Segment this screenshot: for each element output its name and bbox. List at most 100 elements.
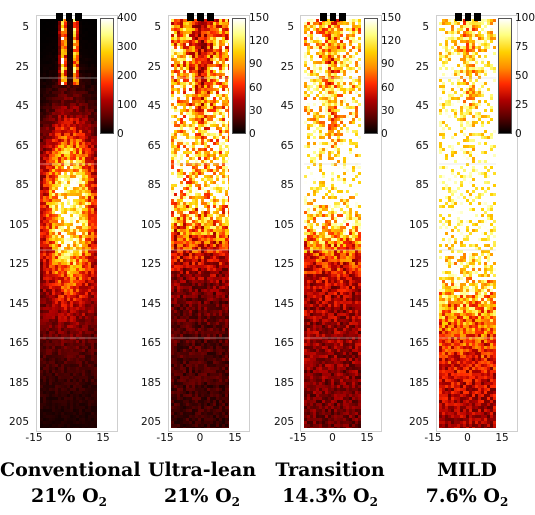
caption-o2: 14.3% O2: [282, 485, 378, 509]
colorbar-tick-label: 300: [117, 41, 138, 53]
nozzle-icon: [319, 13, 327, 21]
colorbar-tick-label: 90: [381, 58, 395, 71]
colorbar-tick-label: 120: [381, 35, 402, 48]
colorbar: [498, 18, 512, 134]
y-tick-label: 5: [422, 21, 429, 33]
y-tick-label: 165: [273, 337, 294, 349]
y-tick-label: 5: [22, 21, 29, 33]
y-tick-label: 45: [415, 100, 429, 112]
colorbar-tick-label: 120: [249, 35, 270, 48]
y-tick-label: 125: [273, 258, 294, 270]
colorbar-tick-label: 150: [249, 12, 270, 24]
nozzle-icon: [474, 13, 482, 21]
x-tick-label: 15: [360, 432, 374, 444]
y-tick-label: 145: [140, 297, 161, 310]
x-tick-label: -15: [424, 432, 442, 444]
y-tick-label: 25: [415, 60, 429, 73]
y-tick-label: 185: [408, 376, 429, 389]
colorbar-tick-label: 25: [515, 99, 529, 111]
y-tick-label: 105: [8, 218, 29, 231]
x-tick-label: 15: [228, 432, 242, 444]
colorbar: [232, 18, 246, 134]
x-tick-label: 0: [329, 432, 336, 444]
y-tick-label: 85: [280, 179, 294, 191]
y-tick-label: 5: [154, 21, 161, 33]
y-tick-label: 125: [140, 258, 161, 270]
nozzle-icon: [329, 13, 337, 21]
y-tick-label: 165: [140, 337, 161, 349]
colorbar-tick-label: 60: [381, 81, 395, 94]
colorbar-tick-label: 100: [117, 99, 138, 111]
x-tick-label: -15: [25, 432, 43, 444]
y-tick-label: 125: [8, 258, 29, 270]
y-tick-label: 65: [15, 139, 29, 152]
x-tick-label: 0: [196, 432, 204, 444]
y-tick-label: 145: [8, 297, 29, 310]
nozzle-icon: [75, 13, 83, 21]
nozzle-icon: [454, 13, 462, 21]
y-tick-label: 105: [273, 218, 294, 231]
flame-image: [171, 19, 229, 428]
colorbar-tick-label: 60: [249, 81, 263, 94]
x-tick-label: 0: [464, 432, 471, 444]
x-tick-label: 15: [495, 432, 509, 444]
y-tick-label: 205: [8, 416, 29, 428]
caption-o2: 21% O2: [163, 485, 241, 509]
x-tick-label: -15: [156, 432, 174, 444]
colorbar-tick-label: 0: [249, 128, 256, 140]
y-tick-label: 5: [287, 21, 294, 33]
colorbar: [364, 18, 378, 134]
y-tick-label: 205: [408, 416, 429, 428]
nozzle-icon: [464, 13, 472, 21]
flame-image: [40, 19, 97, 428]
y-tick-label: 45: [15, 100, 29, 112]
flame-image: [439, 19, 496, 428]
y-tick-label: 205: [140, 416, 161, 428]
y-tick-label: 145: [408, 297, 429, 310]
y-tick-label: 25: [15, 60, 29, 73]
y-tick-label: 185: [8, 376, 29, 389]
caption-o2: 7.6% O2: [425, 485, 509, 509]
y-tick-label: 65: [415, 139, 429, 152]
flame-image: [304, 19, 361, 428]
colorbar-tick-label: 30: [249, 104, 263, 117]
nozzle-icon: [65, 13, 73, 21]
y-tick-label: 185: [273, 376, 294, 389]
nozzle-icon: [197, 13, 205, 21]
colorbar: [100, 18, 114, 134]
colorbar-tick-label: 0: [515, 128, 522, 140]
y-tick-label: 205: [273, 416, 294, 428]
nozzle-icon: [339, 13, 347, 21]
y-tick-label: 65: [280, 139, 294, 152]
colorbar-tick-label: 50: [515, 70, 529, 82]
colorbar-tick-label: 150: [381, 12, 402, 24]
y-tick-label: 85: [147, 179, 161, 191]
colorbar-tick-label: 100: [515, 12, 535, 24]
x-tick-label: 15: [96, 432, 110, 444]
x-tick-label: 0: [65, 432, 72, 444]
y-tick-label: 165: [8, 337, 29, 349]
caption-o2: 21% O2: [30, 485, 108, 509]
colorbar-tick-label: 200: [117, 70, 138, 82]
caption-condition: Ultra-lean: [147, 459, 257, 481]
colorbar-tick-label: 0: [381, 128, 388, 140]
nozzle-icon: [187, 13, 195, 21]
y-tick-label: 165: [408, 337, 429, 349]
y-tick-label: 145: [273, 297, 294, 310]
y-tick-label: 125: [408, 258, 429, 270]
caption-condition: MILD: [437, 459, 497, 481]
colorbar-tick-label: 90: [249, 58, 263, 71]
y-tick-label: 105: [140, 218, 161, 231]
y-tick-label: 25: [280, 60, 294, 73]
y-tick-label: 65: [147, 139, 161, 152]
nozzle-icon: [55, 13, 63, 21]
colorbar-tick-label: 400: [117, 12, 138, 24]
colorbar-tick-label: 30: [381, 104, 395, 117]
y-tick-label: 85: [415, 179, 429, 191]
caption-condition: Conventional: [0, 459, 141, 481]
nozzle-icon: [206, 13, 214, 21]
y-tick-label: 45: [280, 100, 294, 112]
y-tick-label: 85: [15, 179, 29, 191]
y-tick-label: 105: [408, 218, 429, 231]
colorbar-tick-label: 75: [515, 41, 529, 53]
